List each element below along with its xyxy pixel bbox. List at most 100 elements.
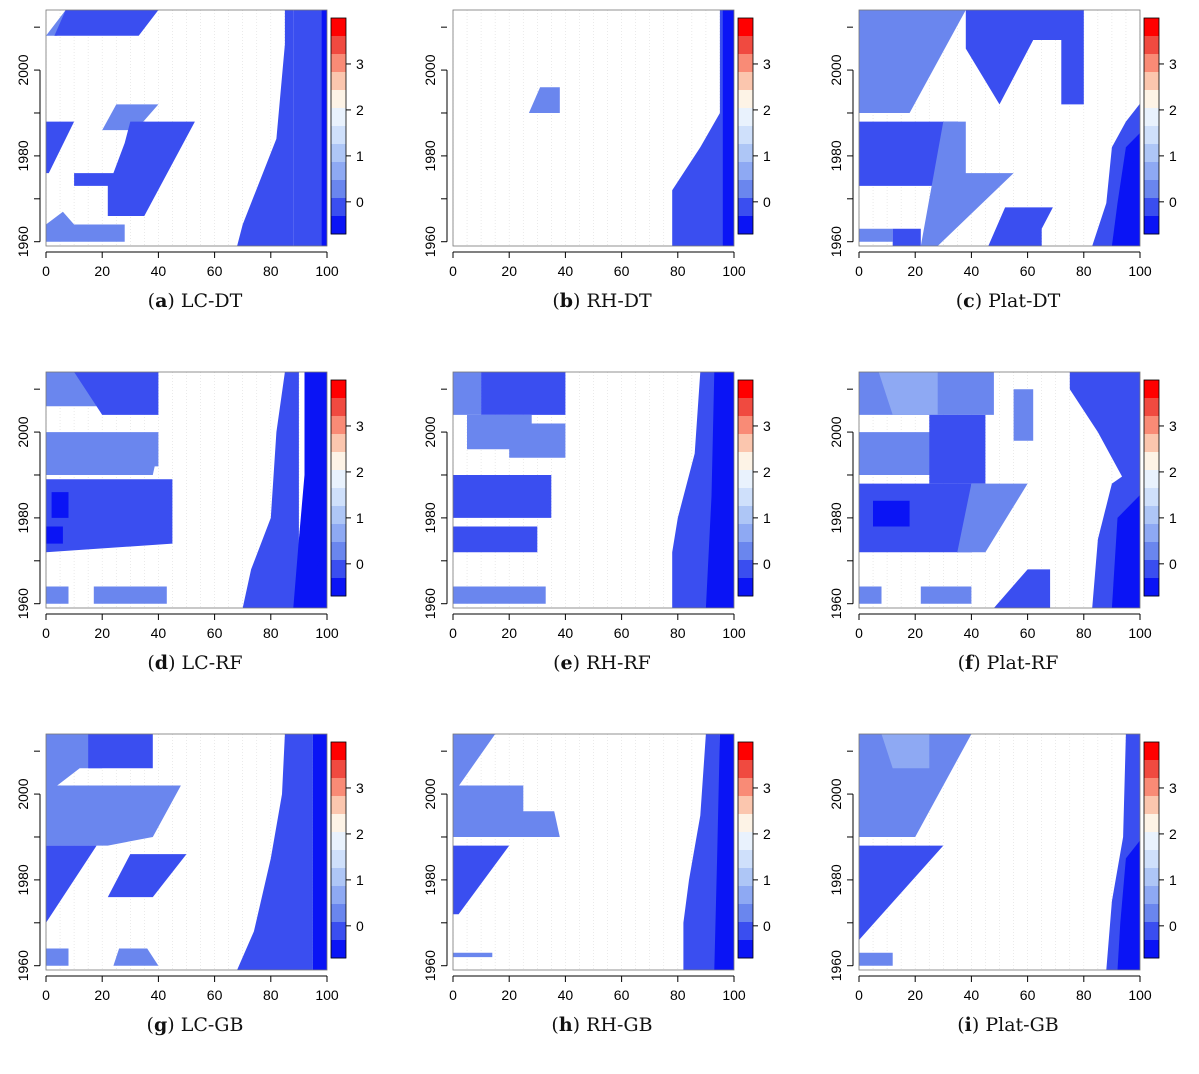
plot-frame <box>452 733 735 971</box>
colorbar-frame <box>1143 741 1160 959</box>
x-tick-label: 100 <box>315 625 339 641</box>
caption-title: Plat-RF <box>986 652 1059 674</box>
x-tick-label: 40 <box>558 625 574 641</box>
x-tick-label: 100 <box>722 625 746 641</box>
colorbar-segment <box>738 742 753 761</box>
colorbar-segment <box>1144 198 1159 217</box>
colorbar-segment <box>1144 886 1159 905</box>
colorbar-segment <box>331 868 346 887</box>
heat-region <box>714 734 734 970</box>
colorbar-segment <box>738 144 753 163</box>
heat-region <box>312 545 327 608</box>
colorbar-segment <box>331 72 346 91</box>
y-tick-label: 2000 <box>422 778 438 809</box>
colorbar-segment <box>1144 36 1159 55</box>
heat-region <box>46 948 69 966</box>
colorbar-segment <box>738 922 753 941</box>
caption-letter: a <box>155 290 168 312</box>
colorbar-segment <box>1144 452 1159 471</box>
caption-letter: i <box>964 1014 972 1036</box>
colorbar-segment <box>331 144 346 163</box>
colorbar-tick-label: 1 <box>1169 148 1177 164</box>
heatmap-i: 0 20 40 60 80 100 1960 1980 2000 3 2 1 0 <box>828 733 1177 1003</box>
colorbar-tick-label: 2 <box>763 464 771 480</box>
x-tick-label: 100 <box>1128 263 1152 279</box>
colorbar-segment <box>1144 72 1159 91</box>
colorbar-segment <box>738 162 753 181</box>
colorbar-segment <box>331 126 346 145</box>
colorbar-segment <box>738 216 753 235</box>
y-tick-label: 1980 <box>828 502 844 533</box>
panel-caption: (a) LC-DT <box>147 290 243 312</box>
heat-region <box>672 10 732 246</box>
colorbar-segment <box>738 814 753 833</box>
colorbar-segment <box>1144 506 1159 525</box>
heat-region <box>993 569 1051 608</box>
panel-b: 0 20 40 60 80 100 1960 1980 2000 3 2 1 0 (b) RH-DT <box>407 0 797 350</box>
panel-caption: (f) Plat-RF <box>957 652 1059 674</box>
colorbar-segment <box>738 36 753 55</box>
x-tick-label: 40 <box>151 625 167 641</box>
colorbar-segment <box>738 940 753 959</box>
heat-region <box>672 372 718 608</box>
heatmap-e: 0 20 40 60 80 100 1960 1980 2000 3 2 1 0 <box>422 371 771 641</box>
colorbar-segment <box>738 380 753 399</box>
caption-letter: g <box>153 1014 168 1036</box>
x-tick-label: 60 <box>207 625 223 641</box>
colorbar-segment <box>1144 380 1159 399</box>
heatmap-a: 0 20 40 60 80 100 1960 1980 2000 3 2 1 0 <box>15 9 364 279</box>
colorbar-segment <box>331 54 346 73</box>
panel-caption: (c) Plat-DT <box>955 290 1061 312</box>
x-tick-label: 0 <box>449 263 457 279</box>
y-tick-label: 1960 <box>422 588 438 619</box>
colorbar-frame <box>737 17 754 235</box>
heat-region <box>293 10 322 246</box>
x-tick-label: 80 <box>263 263 279 279</box>
colorbar-segment <box>1144 126 1159 145</box>
heat-region <box>46 785 181 846</box>
colorbar-segment <box>738 126 753 145</box>
y-tick-label: 1980 <box>422 864 438 895</box>
colorbar-segment <box>1144 742 1159 761</box>
colorbar-segment <box>331 380 346 399</box>
colorbar-tick-label: 1 <box>1169 872 1177 888</box>
x-tick-label: 20 <box>94 263 110 279</box>
x-tick-label: 80 <box>263 987 279 1003</box>
caption-title: Plat-DT <box>988 290 1061 312</box>
heatmap-c: 0 20 40 60 80 100 1960 1980 2000 3 2 1 0 <box>828 9 1177 279</box>
plot-frame <box>45 9 328 247</box>
heatmap-f: 0 20 40 60 80 100 1960 1980 2000 3 2 1 0 <box>828 371 1177 641</box>
x-tick-label: 40 <box>558 987 574 1003</box>
panel-a: 0 20 40 60 80 100 1960 1980 2000 3 2 1 0 (a) LC-DT <box>0 0 390 350</box>
panel-d: 0 20 40 60 80 100 1960 1980 2000 3 2 1 0 (d) LC-RF <box>0 362 390 712</box>
colorbar-frame <box>737 741 754 959</box>
colorbar-segment <box>1144 524 1159 543</box>
colorbar-tick-label: 0 <box>1169 556 1177 572</box>
heat-region <box>859 121 958 186</box>
colorbar-segment <box>331 506 346 525</box>
heat-region <box>528 87 560 113</box>
y-tick-label: 1980 <box>15 864 31 895</box>
colorbar-segment <box>1144 904 1159 923</box>
colorbar-tick-label: 2 <box>356 102 364 118</box>
y-tick-label: 1960 <box>828 588 844 619</box>
colorbar-segment <box>331 90 346 109</box>
heat-region <box>859 10 966 113</box>
heat-region <box>859 228 893 242</box>
colorbar-segment <box>738 180 753 199</box>
colorbar-segment <box>331 850 346 869</box>
heat-region <box>920 586 972 604</box>
panel-caption: (h) RH-GB <box>551 1014 653 1036</box>
colorbar-segment <box>331 542 346 561</box>
heat-region <box>722 10 734 246</box>
x-tick-label: 40 <box>964 987 980 1003</box>
colorbar-segment <box>331 488 346 507</box>
heat-region <box>881 734 930 769</box>
caption-title: RH-DT <box>586 290 652 312</box>
colorbar-segment <box>1144 90 1159 109</box>
panel-g: 0 20 40 60 80 100 1960 1980 2000 3 2 1 0 (g) LC-GB <box>0 724 390 1074</box>
colorbar-segment <box>738 578 753 597</box>
colorbar-segment <box>738 488 753 507</box>
colorbar-segment <box>331 742 346 761</box>
colorbar-segment <box>331 36 346 55</box>
